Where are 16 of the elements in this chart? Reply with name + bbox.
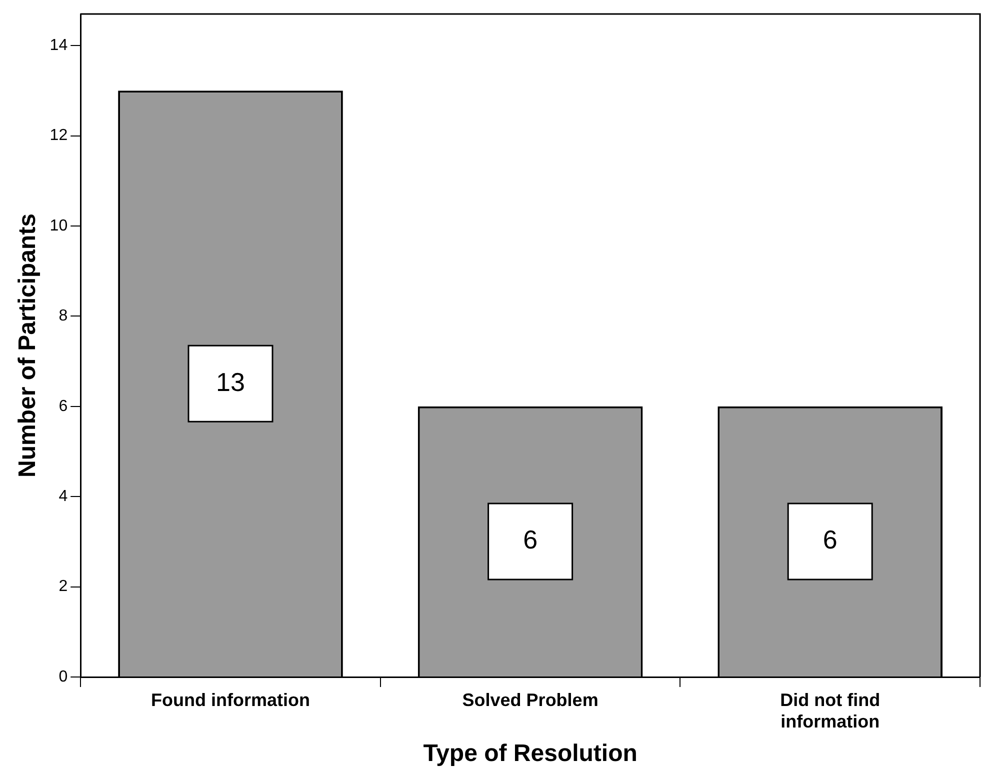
y-tick-label: 12 [50, 127, 68, 144]
y-tick-label: 0 [58, 668, 68, 686]
y-tick-label: 14 [50, 36, 68, 54]
x-tick-label: Solved Problem [462, 690, 598, 710]
y-tick-label: 6 [58, 398, 68, 415]
y-axis-title: Number of Participants [14, 213, 42, 478]
data-label: 6 [822, 524, 838, 555]
y-tick-label: 4 [58, 488, 68, 505]
x-tick-label: Found information [151, 690, 310, 710]
x-tick-label: Did not find information [780, 690, 880, 732]
x-axis-title: Type of Resolution [423, 740, 638, 768]
data-label: 13 [216, 366, 245, 397]
y-tick-label: 8 [58, 308, 68, 325]
y-tick-label: 2 [58, 578, 68, 596]
y-tick-label: 10 [50, 217, 68, 234]
data-label: 6 [523, 524, 538, 555]
